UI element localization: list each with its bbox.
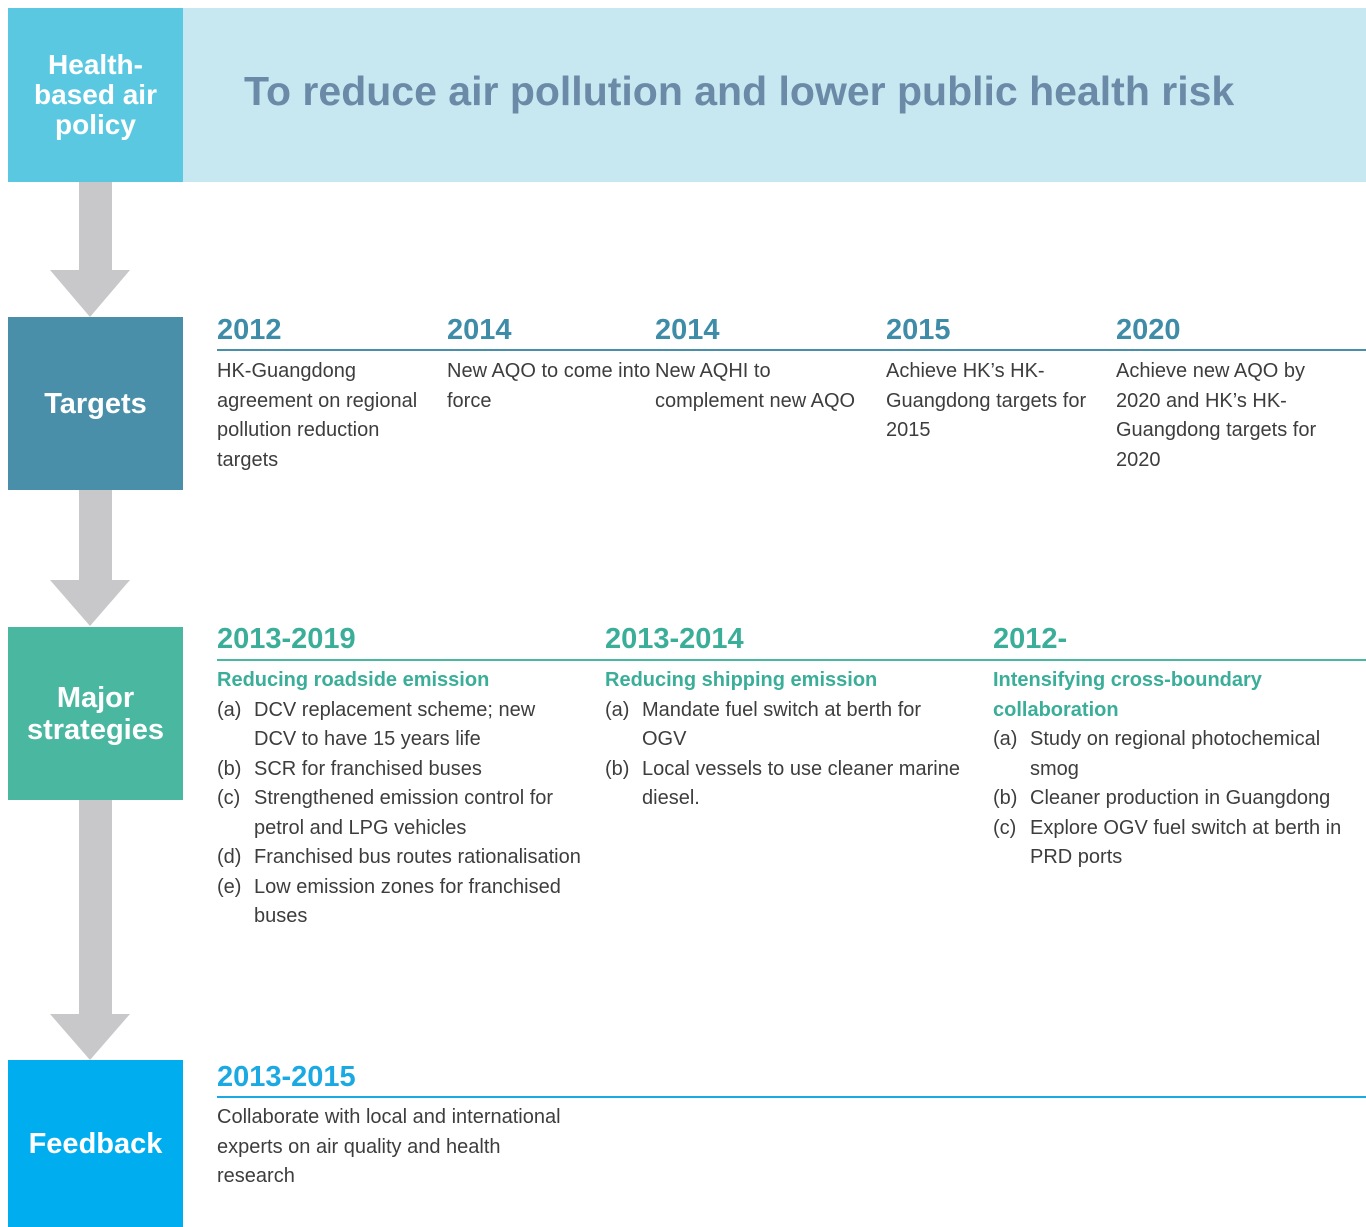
header-label: Health-based air policy — [8, 8, 183, 182]
strategy-body: Reducing roadside emission (a) DCV replace… — [217, 666, 582, 932]
point-text: Franchised bus routes rationalisation — [254, 846, 581, 868]
point-text: Explore OGV fuel switch at berth in PRD … — [1030, 816, 1342, 869]
target-year: 2014 — [447, 314, 512, 346]
strategy-point: (b) Cleaner production in Guangdong — [993, 784, 1366, 814]
feedback-rule — [217, 1096, 1366, 1098]
strategy-body: Intensifying cross-boundary collaboratio… — [993, 666, 1366, 873]
target-year: 2020 — [1116, 314, 1181, 346]
target-year: 2012 — [217, 314, 282, 346]
point-text: Local vessels to use cleaner marine dies… — [642, 757, 960, 810]
target-year: 2014 — [655, 314, 720, 346]
target-text: Achieve new AQO by 2020 and HK’s HK-Guan… — [1116, 360, 1317, 471]
target-text: HK-Guangdong agreement on regional pollu… — [217, 360, 418, 471]
point-marker: (b) — [605, 757, 630, 780]
title: To reduce air pollution and lower public… — [244, 68, 1235, 114]
point-marker: (c) — [993, 816, 1017, 839]
point-text: Cleaner production in Guangdong — [1030, 787, 1331, 809]
targets-label: Targets — [8, 317, 183, 490]
point-text: Mandate fuel switch at berth for OGV — [642, 698, 922, 751]
strategy-heading: Intensifying cross-boundary collaboratio… — [993, 669, 1262, 721]
target-text: New AQHI to complement new AQO — [655, 360, 856, 412]
strategy-heading: Reducing roadside emission — [217, 669, 490, 691]
point-marker: (a) — [217, 698, 242, 721]
feedback-period: 2013-2015 — [217, 1061, 356, 1093]
point-text: Low emission zones for franchised buses — [254, 875, 561, 928]
strategy-period: 2012- — [993, 623, 1068, 655]
strategy-point: (b) Local vessels to use cleaner marine d… — [605, 755, 970, 814]
target-year: 2015 — [886, 314, 951, 346]
point-marker: (d) — [217, 846, 242, 868]
point-text: Strengthened emission control for petrol… — [254, 787, 554, 839]
header-band — [183, 8, 1366, 182]
target-text: Achieve HK’s HK-Guangdong targets for 20… — [886, 360, 1087, 441]
strategy-point: (a) Mandate fuel switch at berth for OGV — [605, 696, 970, 755]
strategy-point: (b) SCR for franchised buses — [217, 755, 582, 785]
strategy-point: (a) Study on regional photochemical smog — [993, 725, 1366, 784]
point-text: Study on regional photochemical smog — [1030, 728, 1321, 780]
strategy-body: Reducing shipping emission (a) Mandate fue… — [605, 666, 970, 814]
strategy-point: (d) Franchised bus routes rationalisation — [217, 843, 582, 873]
point-marker: (e) — [217, 875, 242, 898]
strategies-rule — [217, 659, 1366, 661]
strategy-point: (c) Strengthened emission control for pet… — [217, 784, 582, 843]
point-marker: (c) — [217, 787, 241, 809]
point-marker: (a) — [993, 728, 1018, 750]
targets-rule — [217, 349, 1366, 351]
point-marker: (b) — [217, 757, 242, 780]
target-text: New AQO to come into force — [447, 360, 651, 412]
strategy-point: (e) Low emission zones for franchised bus… — [217, 873, 582, 932]
strategy-period: 2013-2014 — [605, 623, 744, 655]
feedback-text: Collaborate with local and international… — [217, 1106, 561, 1187]
strategies-label: Major strategies — [8, 627, 183, 800]
strategy-heading: Reducing shipping emission — [605, 669, 878, 691]
point-text: DCV replacement scheme; new DCV to have … — [254, 698, 536, 751]
arrows — [50, 182, 130, 1060]
strategy-period: 2013-2019 — [217, 623, 356, 655]
point-text: SCR for franchised buses — [254, 757, 482, 780]
feedback-label: Feedback — [8, 1060, 183, 1227]
strategy-point: (c) Explore OGV fuel switch at berth in P… — [993, 814, 1366, 873]
strategy-point: (a) DCV replacement scheme; new DCV to ha… — [217, 696, 582, 755]
point-marker: (a) — [605, 698, 630, 721]
point-marker: (b) — [993, 787, 1018, 809]
